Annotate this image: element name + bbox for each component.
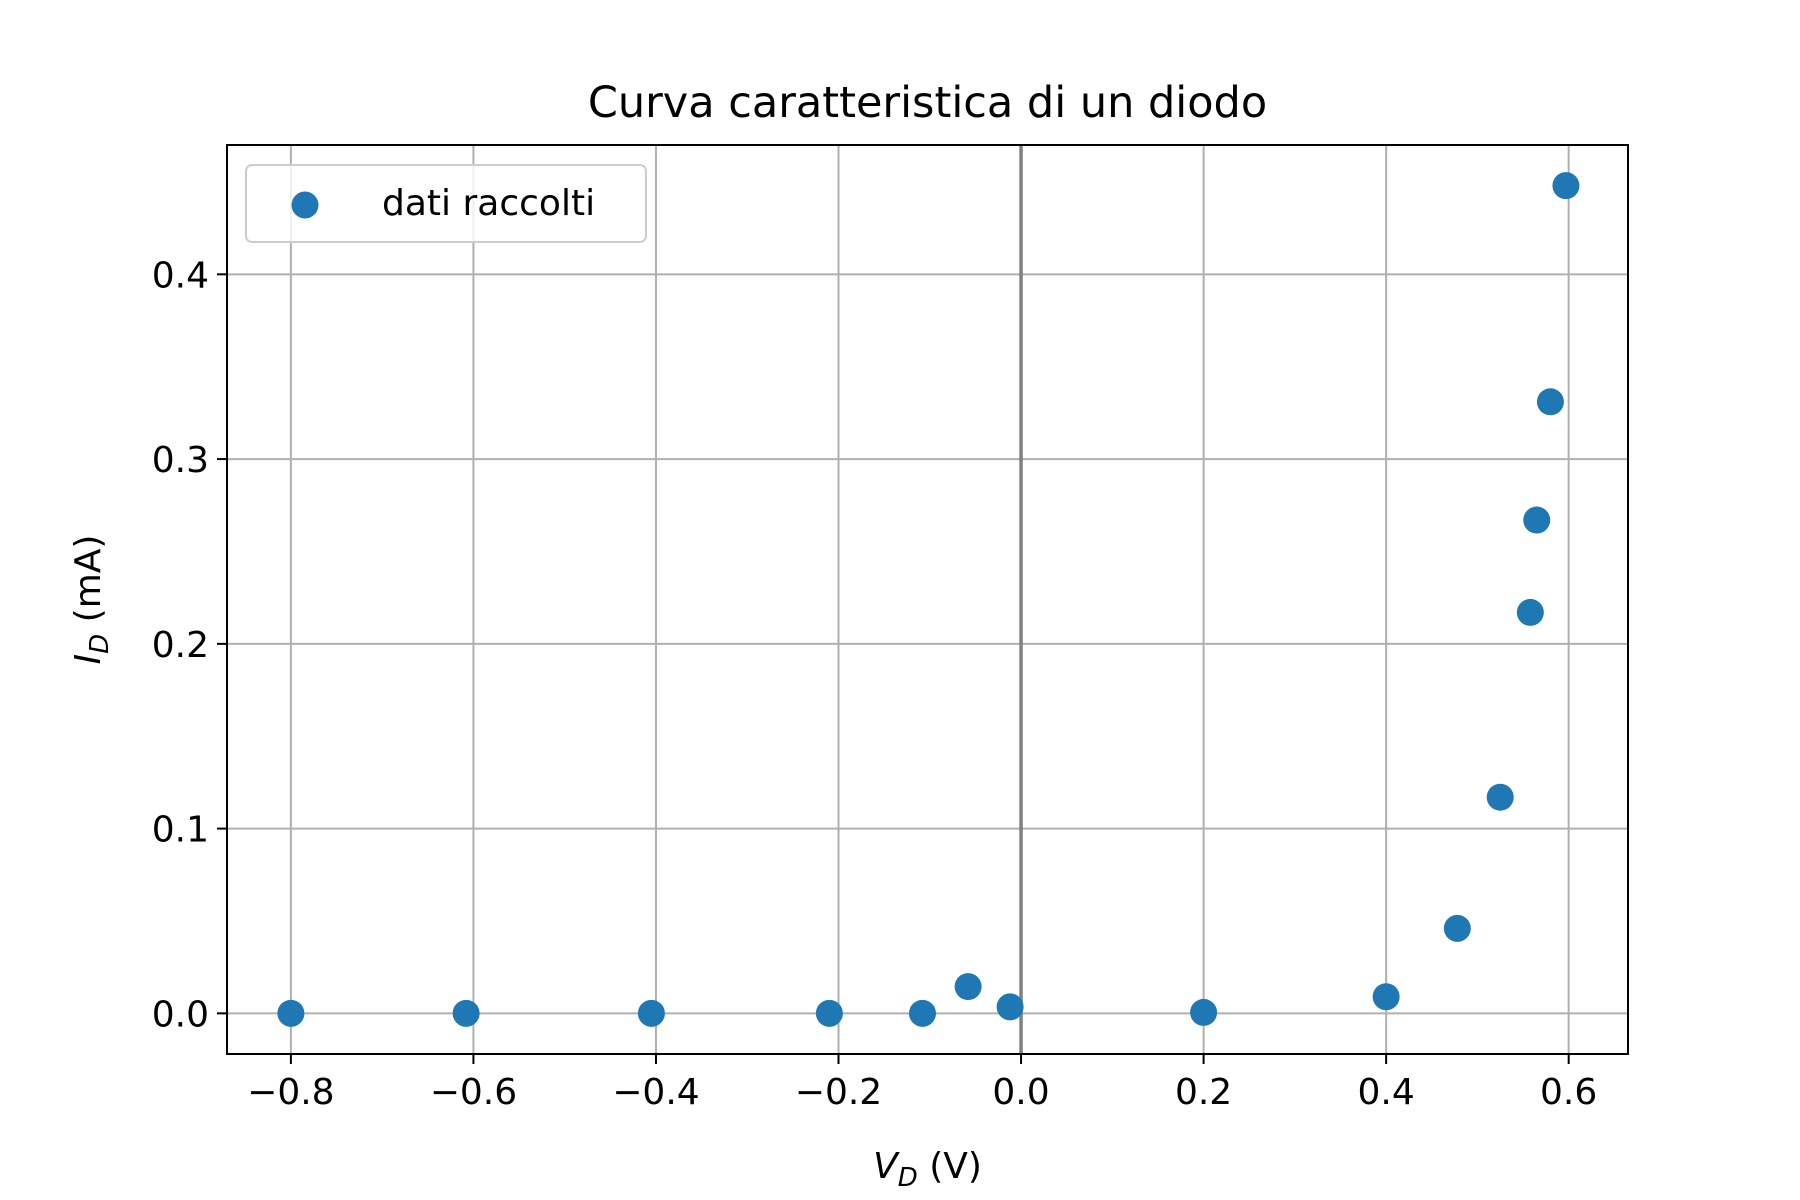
y-tick-label: 0.4 bbox=[152, 255, 209, 296]
scatter-point bbox=[1536, 388, 1564, 416]
y-axis-ticks: 0.0 0.1 0.2 0.3 0.4 bbox=[152, 255, 227, 1035]
scatter-point bbox=[1516, 598, 1544, 626]
x-tick-label: −0.8 bbox=[247, 1072, 334, 1113]
scatter-point bbox=[815, 999, 843, 1027]
y-axis-label-main: I bbox=[68, 654, 109, 665]
scatter-point bbox=[637, 999, 665, 1027]
scatter-point bbox=[1552, 172, 1580, 200]
legend-box bbox=[245, 164, 647, 243]
x-tick-label: 0.0 bbox=[992, 1072, 1049, 1113]
plot-frame bbox=[226, 144, 1629, 1055]
y-tick-label: 0.0 bbox=[152, 994, 209, 1035]
scatter-points bbox=[277, 172, 1580, 1027]
legend: dati raccolti bbox=[245, 164, 647, 243]
y-tick-label: 0.3 bbox=[152, 440, 209, 481]
x-tick-label: −0.2 bbox=[795, 1072, 882, 1113]
scatter-point bbox=[954, 973, 982, 1001]
x-axis-label-main: V bbox=[873, 1146, 900, 1187]
y-axis-label: ID (mA) bbox=[68, 535, 115, 665]
scatter-point bbox=[996, 993, 1024, 1021]
scatter-point bbox=[1372, 983, 1400, 1011]
legend-label: dati raccolti bbox=[382, 183, 595, 224]
x-axis-ticks: −0.8 −0.6 −0.4 −0.2 0.0 0.2 0.4 0.6 bbox=[247, 1054, 1597, 1113]
scatter-point bbox=[1486, 783, 1514, 811]
y-tick-label: 0.1 bbox=[152, 810, 209, 851]
y-axis-label-sub: D bbox=[85, 634, 115, 654]
chart-title: Curva caratteristica di un diodo bbox=[588, 78, 1267, 128]
legend-marker bbox=[291, 191, 319, 219]
scatter-point bbox=[908, 999, 936, 1027]
x-tick-label: 0.4 bbox=[1358, 1072, 1415, 1113]
scatter-point bbox=[1523, 506, 1551, 534]
y-tick-label: 0.2 bbox=[152, 625, 209, 666]
x-axis-label-unit: (V) bbox=[918, 1146, 982, 1187]
x-axis-label-sub: D bbox=[898, 1163, 918, 1193]
y-axis-label-unit: (mA) bbox=[68, 535, 109, 634]
x-tick-label: 0.6 bbox=[1540, 1072, 1597, 1113]
x-axis-label: VD (V) bbox=[873, 1146, 982, 1193]
x-tick-label: −0.4 bbox=[612, 1072, 699, 1113]
scatter-point bbox=[452, 999, 480, 1027]
x-tick-label: 0.2 bbox=[1175, 1072, 1232, 1113]
x-tick-label: −0.6 bbox=[430, 1072, 517, 1113]
scatter-point bbox=[1190, 998, 1218, 1026]
scatter-point bbox=[1443, 914, 1471, 942]
scatter-point bbox=[277, 999, 305, 1027]
